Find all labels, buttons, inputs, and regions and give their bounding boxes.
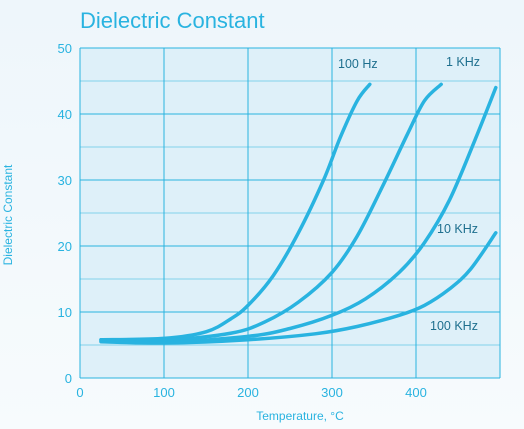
x-tick-label: 0 xyxy=(76,385,83,400)
x-tick-label: 400 xyxy=(405,385,427,400)
y-tick-label: 30 xyxy=(58,173,72,188)
series-label-100-khz: 100 KHz xyxy=(430,319,478,333)
series-label-10-khz: 10 KHz xyxy=(437,222,478,236)
y-tick-label: 0 xyxy=(65,371,72,386)
chart-title: Dielectric Constant xyxy=(80,8,265,33)
x-axis-label: Temperature, °C xyxy=(256,409,344,423)
y-tick-label: 20 xyxy=(58,239,72,254)
y-tick-label: 50 xyxy=(58,41,72,56)
y-tick-label: 40 xyxy=(58,107,72,122)
series-label-100-hz: 100 Hz xyxy=(338,57,378,71)
x-tick-label: 100 xyxy=(153,385,175,400)
x-tick-label: 200 xyxy=(237,385,259,400)
y-tick-label: 10 xyxy=(58,305,72,320)
series-label-1-khz: 1 KHz xyxy=(446,55,480,69)
y-axis-label: Dielectric Constant xyxy=(1,164,15,265)
x-tick-label: 300 xyxy=(321,385,343,400)
